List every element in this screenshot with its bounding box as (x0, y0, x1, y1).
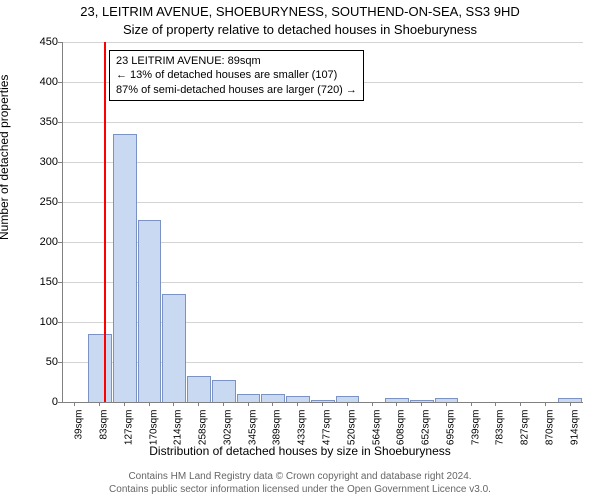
x-tick-label: 83sqm (99, 410, 110, 440)
gridline (63, 122, 583, 123)
x-tick-label: 214sqm (173, 410, 184, 446)
x-tick-mark (347, 402, 348, 406)
x-tick-label: 783sqm (495, 410, 506, 446)
footer-line2: Contains public sector information licen… (109, 484, 491, 495)
y-tick-label: 250 (40, 196, 58, 208)
y-tick-mark (58, 282, 62, 283)
y-tick-label: 150 (40, 276, 58, 288)
x-tick-mark (248, 402, 249, 406)
x-tick-label: 433sqm (297, 410, 308, 446)
x-tick-mark (520, 402, 521, 406)
y-tick-label: 50 (46, 356, 58, 368)
chart-title-line1: 23, LEITRIM AVENUE, SHOEBURYNESS, SOUTHE… (0, 4, 600, 19)
chart-title-line2: Size of property relative to detached ho… (0, 22, 600, 37)
histogram-bar (162, 294, 186, 402)
y-tick-label: 400 (40, 76, 58, 88)
y-tick-mark (58, 122, 62, 123)
histogram-bar (212, 380, 236, 402)
x-tick-mark (495, 402, 496, 406)
gridline (63, 202, 583, 203)
footer-line1: Contains HM Land Registry data © Crown c… (128, 471, 471, 482)
x-tick-label: 345sqm (247, 410, 258, 446)
y-tick-label: 100 (40, 316, 58, 328)
x-tick-label: 608sqm (396, 410, 407, 446)
y-tick-label: 200 (40, 236, 58, 248)
histogram-bar (187, 376, 211, 402)
x-tick-mark (421, 402, 422, 406)
y-tick-label: 350 (40, 116, 58, 128)
histogram-bar (237, 394, 260, 402)
footer-attribution: Contains HM Land Registry data © Crown c… (0, 471, 600, 496)
x-tick-mark (149, 402, 150, 406)
histogram-bar (113, 134, 137, 402)
x-tick-label: 695sqm (445, 410, 456, 446)
x-tick-label: 520sqm (346, 410, 357, 446)
x-tick-mark (545, 402, 546, 406)
x-tick-mark (124, 402, 125, 406)
y-tick-mark (58, 162, 62, 163)
annotation-box: 23 LEITRIM AVENUE: 89sqm← 13% of detache… (109, 50, 364, 101)
x-tick-mark (570, 402, 571, 406)
chart-container: { "title": { "line1": "23, LEITRIM AVENU… (0, 0, 600, 500)
x-tick-mark (198, 402, 199, 406)
y-tick-mark (58, 242, 62, 243)
x-axis-label: Distribution of detached houses by size … (0, 444, 600, 458)
x-tick-label: 127sqm (124, 410, 135, 446)
x-tick-label: 258sqm (198, 410, 209, 446)
x-tick-label: 739sqm (470, 410, 481, 446)
x-tick-label: 477sqm (322, 410, 333, 446)
x-tick-mark (372, 402, 373, 406)
x-tick-mark (471, 402, 472, 406)
x-tick-mark (446, 402, 447, 406)
x-tick-mark (74, 402, 75, 406)
y-tick-mark (58, 202, 62, 203)
y-tick-label: 450 (40, 36, 58, 48)
x-tick-label: 564sqm (371, 410, 382, 446)
annotation-line3: 87% of semi-detached houses are larger (… (116, 83, 357, 97)
property-marker-line (104, 42, 106, 402)
x-tick-mark (322, 402, 323, 406)
x-tick-mark (297, 402, 298, 406)
x-tick-mark (173, 402, 174, 406)
x-tick-label: 870sqm (544, 410, 555, 446)
x-tick-label: 39sqm (74, 410, 85, 440)
gridline (63, 162, 583, 163)
x-tick-label: 914sqm (569, 410, 580, 446)
annotation-line2: ← 13% of detached houses are smaller (10… (116, 68, 357, 82)
histogram-bar (138, 220, 161, 402)
gridline (63, 42, 583, 43)
x-tick-mark (396, 402, 397, 406)
x-tick-label: 827sqm (520, 410, 531, 446)
annotation-line1: 23 LEITRIM AVENUE: 89sqm (116, 54, 357, 68)
y-axis-label: Number of detached properties (0, 75, 11, 240)
y-tick-mark (58, 322, 62, 323)
y-tick-mark (58, 42, 62, 43)
x-tick-label: 302sqm (223, 410, 234, 446)
y-tick-mark (58, 402, 62, 403)
plot-area: 23 LEITRIM AVENUE: 89sqm← 13% of detache… (62, 42, 583, 403)
histogram-bar (261, 394, 285, 402)
x-tick-mark (99, 402, 100, 406)
x-tick-label: 652sqm (421, 410, 432, 446)
y-tick-mark (58, 362, 62, 363)
x-tick-label: 170sqm (148, 410, 159, 446)
x-tick-label: 389sqm (272, 410, 283, 446)
histogram-bar (88, 334, 112, 402)
x-tick-mark (223, 402, 224, 406)
x-tick-mark (272, 402, 273, 406)
y-tick-label: 300 (40, 156, 58, 168)
y-tick-mark (58, 82, 62, 83)
